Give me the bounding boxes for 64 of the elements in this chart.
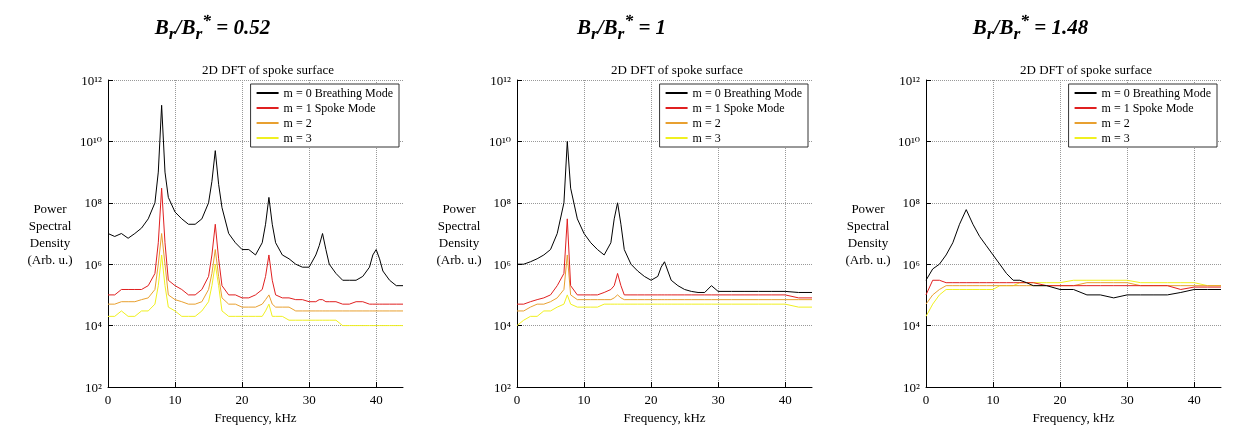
x-axis-title: Frequency, kHz: [214, 409, 297, 425]
x-tick-label: 30: [302, 392, 316, 407]
legend-label: m = 0 Breathing Mode: [283, 86, 393, 100]
chart-subtitle: 2D DFT of spoke surface: [202, 62, 335, 77]
x-tick-label: 0: [104, 392, 112, 407]
legend-label: m = 1 Spoke Mode: [1101, 101, 1194, 115]
chart-subtitle: 2D DFT of spoke surface: [611, 62, 744, 77]
x-tick-label: 20: [644, 392, 658, 407]
x-tick-label: 40: [778, 392, 792, 407]
legend-label: m = 1 Spoke Mode: [283, 101, 376, 115]
x-tick-label: 10: [986, 392, 1000, 407]
y-tick-label: 10¹⁰: [488, 133, 511, 149]
legend-label: m = 3: [1101, 131, 1130, 145]
y-tick-label: 10⁸: [84, 195, 103, 211]
legend-label: m = 2: [1101, 116, 1130, 130]
line-series: [107, 233, 404, 312]
x-tick-label: 30: [1120, 392, 1134, 407]
y-tick-label: 10¹²: [490, 72, 512, 88]
y-axis-title: Power Spectral Density (Arb. u.): [436, 200, 482, 267]
x-axis-title: Frequency, kHz: [1032, 409, 1115, 425]
y-tick-label: 10⁶: [493, 256, 511, 272]
y-axis-title: Power Spectral Density (Arb. u.): [27, 200, 73, 267]
legend-label: m = 1 Spoke Mode: [692, 101, 785, 115]
y-tick-label: 10¹⁰: [79, 133, 102, 149]
legend-label: m = 3: [283, 131, 312, 145]
y-tick-label: 10¹²: [81, 72, 103, 88]
y-tick-label: 10⁴: [84, 318, 103, 334]
chart-title: B$_{r}$/B$_{r}$$^{*}$ = 1.48: [971, 9, 1090, 46]
line-series: [516, 254, 813, 312]
y-tick-label: 10¹²: [899, 72, 921, 88]
y-tick-label: 10⁸: [493, 195, 512, 211]
chart-title: B$_{r}$/B$_{r}$$^{*}$ = 1: [575, 9, 668, 46]
x-tick-label: 0: [513, 392, 521, 407]
line-series: [925, 279, 1222, 296]
legend-label: m = 3: [692, 131, 721, 145]
y-axis-title: Power Spectral Density (Arb. u.): [845, 200, 891, 267]
line-series: [516, 294, 813, 327]
y-tick-label: 10⁸: [902, 195, 921, 211]
legend-label: m = 2: [692, 116, 721, 130]
x-tick-label: 10: [168, 392, 182, 407]
x-tick-label: 0: [922, 392, 930, 407]
y-tick-label: 10¹⁰: [897, 133, 920, 149]
y-tick-label: 10⁴: [493, 318, 512, 334]
y-tick-label: 10⁶: [902, 256, 920, 272]
y-tick-label: 10⁴: [902, 318, 921, 334]
x-axis-title: Frequency, kHz: [623, 409, 706, 425]
x-tick-label: 40: [369, 392, 383, 407]
x-tick-label: 40: [1187, 392, 1201, 407]
x-tick-label: 30: [711, 392, 725, 407]
x-tick-label: 10: [577, 392, 591, 407]
line-series: [516, 218, 813, 305]
y-tick-label: 10⁶: [84, 256, 102, 272]
chart-subtitle: 2D DFT of spoke surface: [1020, 62, 1153, 77]
x-tick-label: 20: [235, 392, 249, 407]
legend-label: m = 2: [283, 116, 312, 130]
chart-title: B$_{r}$/B$_{r}$$^{*}$ = 0.52: [153, 9, 272, 46]
y-tick-label: 10²: [85, 379, 103, 395]
x-tick-label: 20: [1053, 392, 1067, 407]
y-tick-label: 10²: [903, 379, 921, 395]
line-series: [107, 254, 404, 327]
line-series: [107, 187, 404, 305]
y-tick-label: 10²: [494, 379, 512, 395]
legend-label: m = 0 Breathing Mode: [692, 86, 802, 100]
legend-label: m = 0 Breathing Mode: [1101, 86, 1211, 100]
